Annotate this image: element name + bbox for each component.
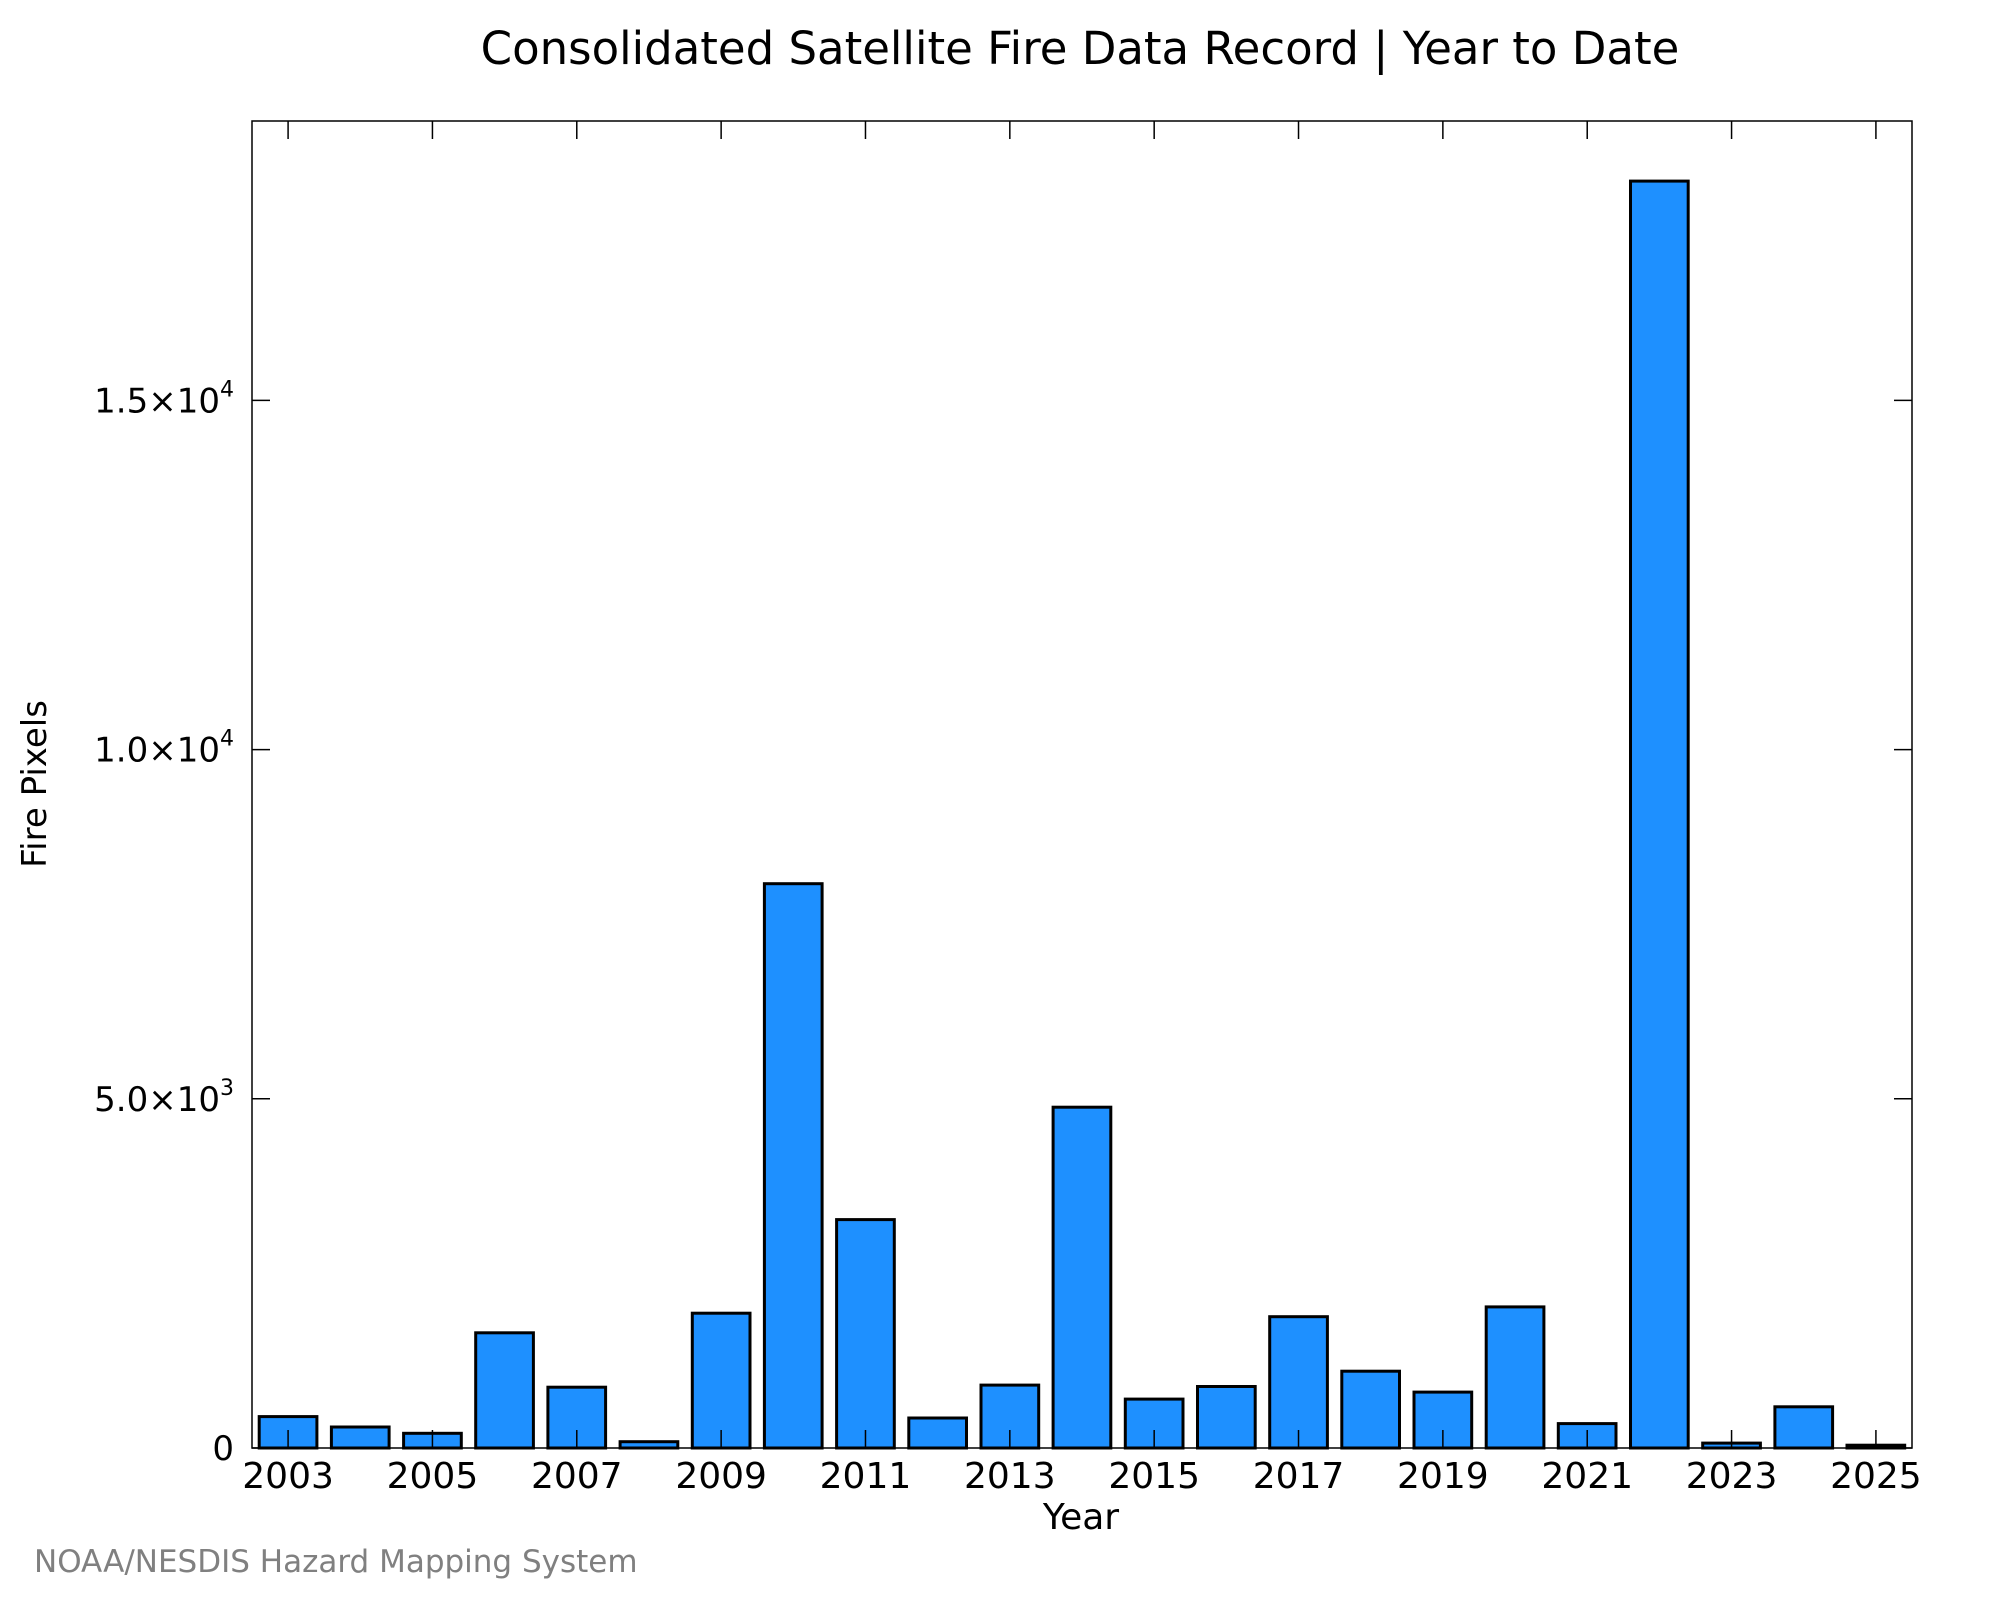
bar-2008 — [618, 1440, 680, 1450]
bar-2022 — [1629, 179, 1690, 1450]
y-tick-label-10000: 1.0×104 — [94, 727, 234, 771]
bar-2017 — [1268, 1315, 1329, 1450]
bar-2024 — [1773, 1405, 1835, 1450]
plot-frame — [251, 120, 1913, 1449]
x-tick-label-2011: 2011 — [820, 1456, 912, 1497]
y-axis-label: Fire Pixels — [15, 700, 55, 868]
x-tick-label-2009: 2009 — [675, 1456, 767, 1497]
bar-2011 — [835, 1218, 896, 1450]
y-tick-label-0: 0 — [212, 1429, 234, 1469]
bar-2006 — [474, 1331, 535, 1450]
y-tick-label-5000: 5.0×103 — [94, 1076, 234, 1120]
x-tick-label-2021: 2021 — [1541, 1456, 1633, 1497]
ticks-group: 2003 2005 2007 2009 2011 2013 2015 2017 2019 2021… — [94, 121, 1922, 1497]
bars-group — [257, 179, 1907, 1450]
bar-2020 — [1484, 1305, 1546, 1450]
x-tick-label-2007: 2007 — [531, 1456, 623, 1497]
x-tick-label-2019: 2019 — [1397, 1456, 1489, 1497]
bar-2018 — [1340, 1369, 1402, 1450]
x-tick-label-2013: 2013 — [964, 1456, 1056, 1497]
x-tick-label-2015: 2015 — [1108, 1456, 1200, 1497]
x-tick-label-2017: 2017 — [1253, 1456, 1345, 1497]
credit-text: NOAA/NESDIS Hazard Mapping System — [34, 1544, 638, 1580]
x-tick-label-2025: 2025 — [1830, 1456, 1922, 1497]
y-tick-label-15000: 1.5×104 — [94, 377, 234, 421]
bar-2014 — [1051, 1105, 1113, 1450]
bar-2004 — [329, 1425, 391, 1450]
chart-title: Consolidated Satellite Fire Data Record … — [481, 22, 1680, 75]
x-tick-label-2023: 2023 — [1686, 1456, 1778, 1497]
bar-2016 — [1196, 1385, 1257, 1450]
x-tick-label-2003: 2003 — [242, 1456, 334, 1497]
bar-2010 — [762, 882, 824, 1450]
bar-2009 — [690, 1311, 752, 1450]
x-tick-label-2005: 2005 — [387, 1456, 479, 1497]
bar-2012 — [907, 1416, 968, 1450]
x-axis-label: Year — [1042, 1497, 1119, 1538]
